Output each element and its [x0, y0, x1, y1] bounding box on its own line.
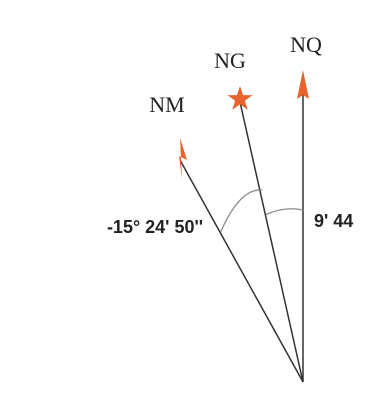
magnetic-declination-label: -15° 24' 50'': [107, 217, 203, 237]
ng-direction-line: [239, 101, 304, 383]
nm-direction-line: [179, 159, 304, 383]
half-arrowhead-icon: [179, 138, 187, 179]
ng-label: NG: [214, 48, 246, 73]
nq-label: NQ: [290, 32, 322, 57]
nm-label: NM: [149, 92, 184, 117]
declination-arc: [220, 189, 263, 233]
grid-convergence-label: 9' 44: [314, 211, 353, 231]
convergence-arc: [265, 208, 304, 216]
star-icon: [227, 86, 253, 110]
arrowhead-icon: [297, 70, 309, 99]
